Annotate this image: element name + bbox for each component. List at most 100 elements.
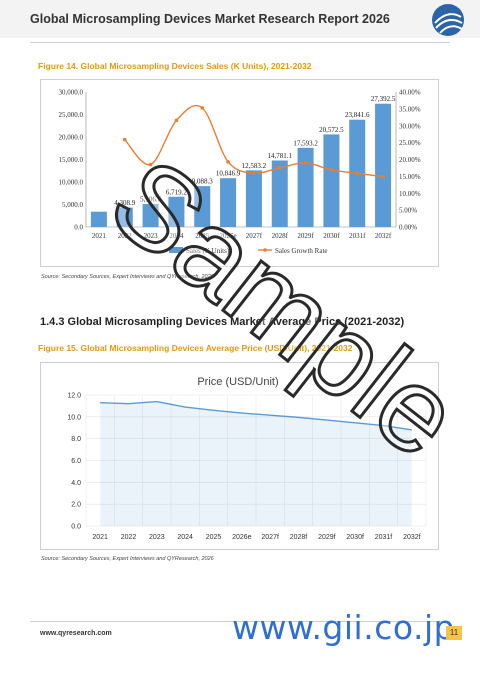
sales-bar [168, 196, 185, 227]
price-line [100, 400, 412, 431]
y2-tick-label: 40.00% [399, 89, 421, 97]
growth-rate-point [303, 161, 308, 165]
x-tick-label: 2029f [297, 232, 314, 240]
x-tick-label: 2027f [246, 232, 263, 240]
x-tick-label: 2023 [144, 232, 159, 240]
sales-bar [220, 178, 237, 227]
sales-bar [297, 147, 314, 227]
x-tick-label: 2024 [177, 534, 193, 541]
legend-label-sales: Sales (K Units) [186, 247, 230, 255]
section-heading: 1.4.3 Global Microsampling Devices Marke… [40, 316, 405, 328]
header-rule [30, 42, 450, 43]
growth-rate-point [252, 171, 256, 175]
x-tick-label: 2023 [149, 534, 165, 541]
x-tick-label: 2021 [92, 534, 108, 541]
footer-url[interactable]: www.qyresearch.com [40, 630, 112, 637]
y-tick-label: 2.0 [71, 502, 81, 509]
x-tick-label: 2022 [118, 232, 133, 240]
page-header: Global Microsampling Devices Market Rese… [0, 0, 480, 38]
bar-data-label: 20,572.5 [319, 126, 344, 134]
page-number: 11 [446, 626, 462, 640]
x-tick-label: 2022 [121, 534, 137, 541]
x-tick-label: 2028f [290, 534, 308, 541]
x-tick-label: 2031f [349, 232, 366, 240]
x-tick-label: 2025 [206, 534, 222, 541]
y-tick-label: 30,000.0 [59, 89, 84, 97]
x-tick-label: 2028f [272, 232, 289, 240]
legend-swatch-sales [169, 247, 183, 253]
y2-tick-label: 10.00% [399, 190, 421, 198]
sales-chart-frame: 0.0 5,000.0 10,000.0 15,000.0 20,000.0 25,000… [40, 79, 439, 267]
bar-data-label: 23,841.6 [345, 111, 370, 119]
growth-rate-point [381, 174, 385, 179]
figure-15-title: Figure 15. Global Microsampling Devices … [38, 343, 353, 353]
legend-label-growth: Sales Growth Rate [275, 247, 328, 255]
sales-bar [142, 204, 159, 227]
y-tick-label: 10,000.0 [59, 179, 84, 187]
y2-tick-label: 15.00% [399, 173, 421, 181]
y-tick-label: 6.0 [71, 458, 81, 465]
x-tick-label: 2021 [92, 232, 107, 240]
y2-tick-label: 5.00% [399, 207, 417, 215]
bar-data-label: 5,106.4 [140, 196, 162, 204]
bar-data-label: 9,088.3 [192, 178, 214, 186]
sales-bar [323, 134, 340, 227]
y2-tick-label: 20.00% [399, 156, 421, 164]
sales-bar [375, 103, 392, 227]
growth-rate-point [355, 171, 360, 176]
growth-rate-point [329, 168, 334, 172]
x-tick-label: 2032f [375, 232, 392, 240]
bar-data-label: 14,781.1 [268, 152, 293, 160]
footer-rule [30, 621, 450, 622]
growth-rate-point [200, 106, 205, 110]
report-title: Global Microsampling Devices Market Rese… [30, 12, 390, 26]
legend-marker-growth [263, 248, 267, 252]
x-tick-label: 2029f [318, 534, 336, 541]
price-chart-frame: Price (USD/Unit) 0.0 2.0 4.0 6.0 8.0 10.0 12.0 2… [40, 362, 439, 550]
sales-bar [116, 207, 133, 227]
y-tick-label: 5,000.0 [62, 201, 84, 209]
y-tick-label: 10.0 [67, 414, 81, 421]
price-area [100, 401, 412, 526]
sales-chart: 0.0 5,000.0 10,000.0 15,000.0 20,000.0 25,000… [59, 89, 421, 256]
bar-data-label: 12,583.2 [242, 162, 267, 170]
x-tick-label: 2031f [375, 534, 393, 541]
y-tick-label: 0.0 [71, 524, 81, 531]
sales-bar [90, 211, 107, 227]
bar-data-label: 10,846.9 [216, 170, 241, 178]
growth-rate-point [174, 118, 179, 123]
bar-data-label: 6,719.2 [166, 188, 188, 196]
x-tick-label: 2027f [261, 534, 279, 541]
y-tick-label: 4.0 [71, 480, 81, 487]
bar-data-label: 17,593.2 [293, 139, 318, 147]
x-tick-label: 2026e [220, 232, 237, 240]
y2-tick-label: 35.00% [399, 105, 421, 113]
figure-14-title: Figure 14. Global Microsampling Devices … [38, 61, 312, 71]
x-tick-label: 2030f [323, 232, 340, 240]
qyresearch-logo-icon [432, 4, 464, 36]
x-tick-label: 2030f [346, 534, 364, 541]
x-tick-label: 2024 [169, 232, 184, 240]
y2-tick-label: 0.00% [399, 224, 417, 232]
y-tick-label: 25,000.0 [59, 111, 84, 119]
sales-bar [245, 170, 262, 227]
y-tick-label: 8.0 [71, 436, 81, 443]
y-tick-label: 0.0 [74, 224, 83, 232]
price-chart: Price (USD/Unit) 0.0 2.0 4.0 6.0 8.0 10.0 12.0 2… [67, 376, 427, 541]
gii-brand-url[interactable]: www.gii.co.jp [232, 608, 456, 647]
growth-rate-point [122, 137, 127, 142]
y-tick-label: 20,000.0 [59, 134, 84, 142]
sales-bar [271, 160, 288, 227]
y-tick-label: 15,000.0 [59, 156, 84, 164]
y2-tick-label: 25.00% [399, 139, 421, 147]
price-chart-title: Price (USD/Unit) [197, 376, 278, 388]
growth-rate-point [148, 162, 153, 167]
x-tick-label: 2025 [195, 232, 210, 240]
figure-15-source: Source: Secondary Sources, Expert Interv… [41, 556, 214, 562]
figure-14-source: Source: Secondary Sources, Expert Interv… [41, 274, 214, 280]
x-tick-label: 2032f [403, 534, 421, 541]
growth-rate-point [226, 160, 230, 164]
y2-tick-label: 30.00% [399, 122, 421, 130]
x-tick-label: 2026e [232, 534, 252, 541]
bar-data-label: 4,308.9 [114, 199, 136, 207]
